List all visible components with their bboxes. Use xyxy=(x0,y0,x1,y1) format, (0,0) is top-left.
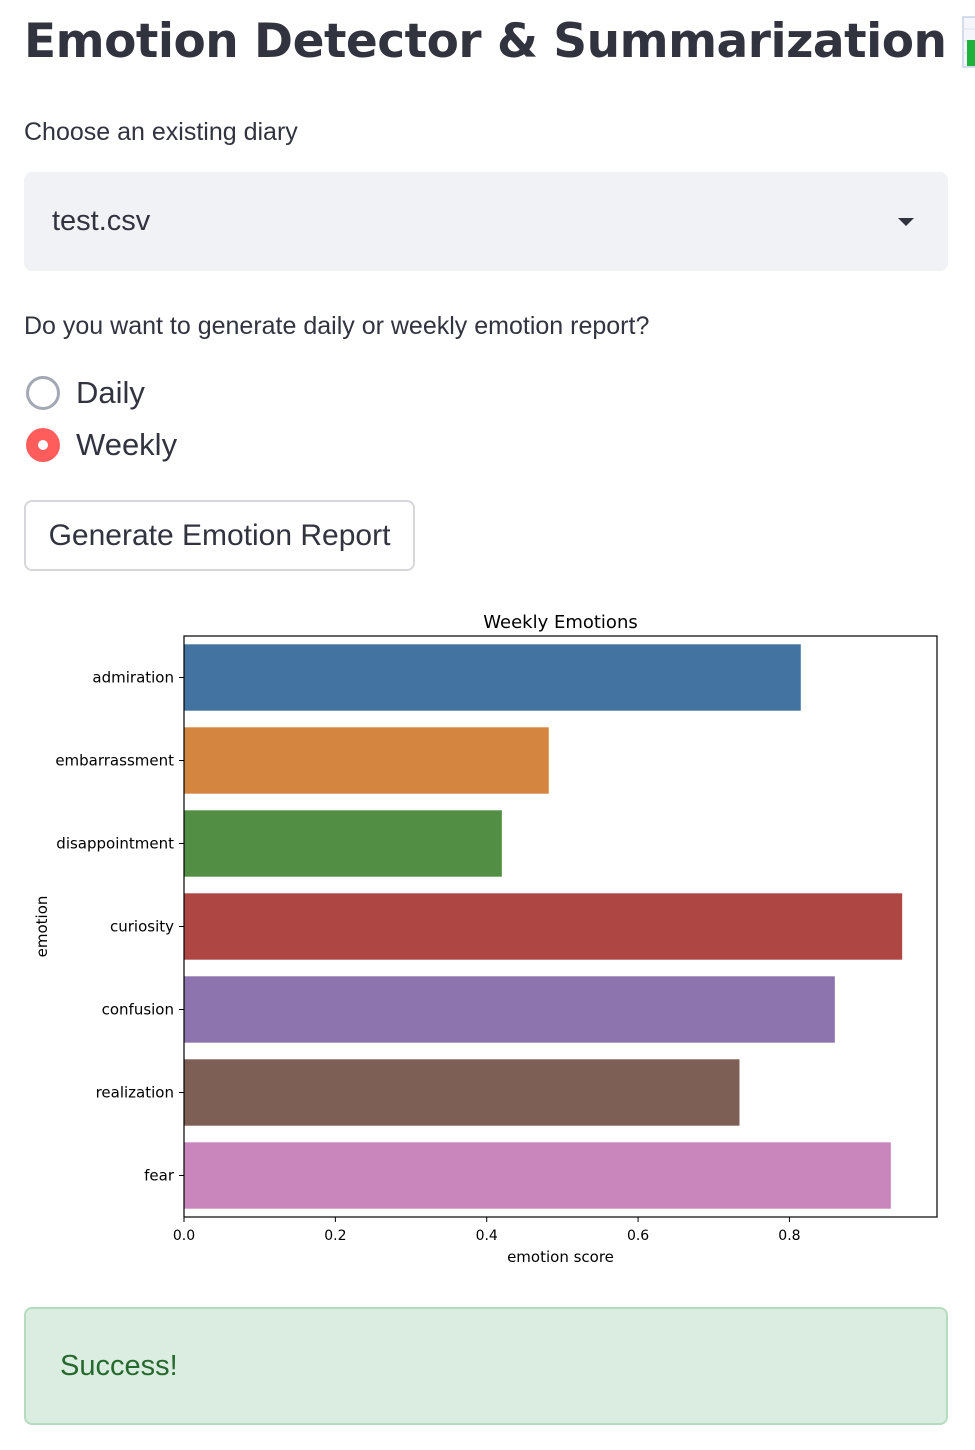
x-tick-label: 0.4 xyxy=(476,1228,498,1244)
generate-report-button-label: Generate Emotion Report xyxy=(48,518,391,552)
diary-select[interactable]: test.csv xyxy=(24,172,948,271)
x-tick-label: 0.2 xyxy=(324,1228,346,1244)
report-type-label: Do you want to generate daily or weekly … xyxy=(24,312,650,340)
x-tick-label: 0.8 xyxy=(778,1228,800,1244)
chart-bar xyxy=(184,644,801,711)
page-title-text: Emotion Detector & Summarization xyxy=(24,14,947,69)
chart-bar xyxy=(184,976,835,1043)
radio-unchecked-icon[interactable] xyxy=(26,376,60,410)
success-alert-message: Success! xyxy=(60,1349,178,1382)
chart-bar xyxy=(184,1059,740,1126)
y-tick-label: curiosity xyxy=(110,918,174,936)
x-axis-label: emotion score xyxy=(507,1248,614,1266)
generate-report-button[interactable]: Generate Emotion Report xyxy=(24,500,415,571)
chart-bar xyxy=(184,810,502,877)
chart-bar xyxy=(184,727,549,794)
radio-option-daily[interactable]: Daily xyxy=(26,375,145,411)
y-tick-label: confusion xyxy=(102,1001,174,1019)
chart-title: Weekly Emotions xyxy=(483,612,637,633)
y-axis-label: emotion xyxy=(33,896,51,958)
chart-bar xyxy=(184,1142,891,1209)
radio-option-label: Daily xyxy=(76,375,145,410)
diary-select-label: Choose an existing diary xyxy=(24,118,298,146)
y-tick-label: embarrassment xyxy=(55,752,174,770)
page-title: Emotion Detector & Summarization xyxy=(24,14,975,69)
x-tick-label: 0.0 xyxy=(173,1228,195,1244)
chart-bar xyxy=(184,893,903,960)
x-tick-label: 0.6 xyxy=(627,1228,649,1244)
chevron-down-icon[interactable] xyxy=(898,218,914,226)
plot-frame xyxy=(183,635,938,1218)
y-tick-label: realization xyxy=(96,1084,174,1102)
radio-option-weekly[interactable]: Weekly xyxy=(26,427,177,463)
emotion-bar-chart: Weekly Emotions admiration embarrassment di… xyxy=(33,612,938,1266)
diary-select-value: test.csv xyxy=(52,205,151,237)
y-tick-label: disappointment xyxy=(56,835,174,853)
y-tick-label: fear xyxy=(144,1167,175,1185)
radio-checked-icon[interactable] xyxy=(26,428,60,462)
y-tick-label: admiration xyxy=(92,669,174,687)
success-alert: Success! xyxy=(24,1307,948,1425)
radio-option-label: Weekly xyxy=(76,427,178,462)
bar-chart-emoji-icon xyxy=(962,15,975,68)
